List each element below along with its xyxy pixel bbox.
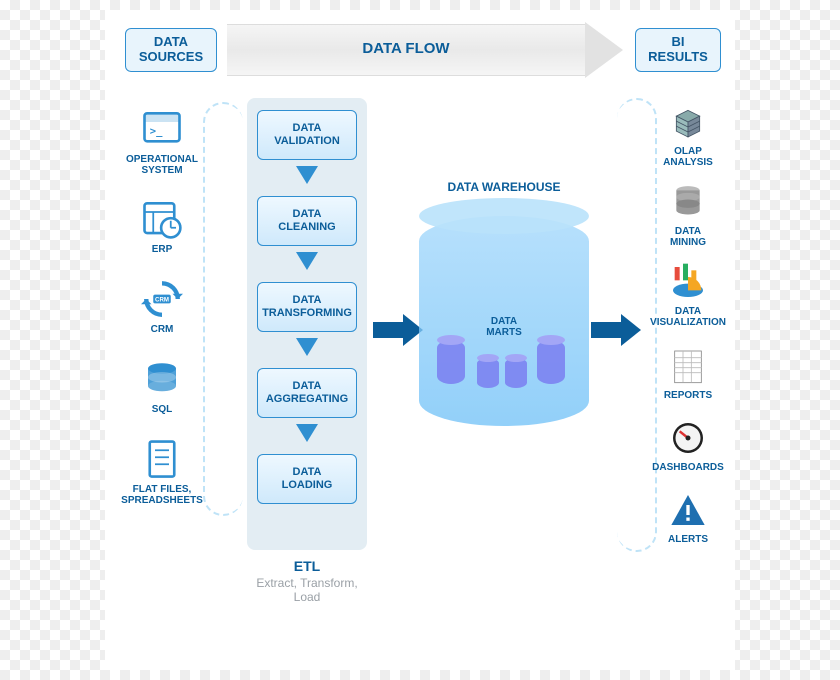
source-item-flatfiles: FLAT FILES, SPREADSHEETS <box>117 438 207 506</box>
flow-arrow-0 <box>373 314 423 346</box>
etl-step-label: DATA CLEANING <box>278 208 335 233</box>
result-label: ALERTS <box>641 534 735 545</box>
source-item-sql: SQL <box>117 358 207 415</box>
viz-icon <box>668 262 708 302</box>
source-label: OPERATIONAL SYSTEM <box>117 154 207 176</box>
crm-icon: CRM <box>141 278 183 320</box>
reports-icon <box>668 346 708 386</box>
data-warehouse: DATA WAREHOUSE DATA MARTS <box>419 198 589 426</box>
sql-icon <box>141 358 183 400</box>
source-item-operational: >_ OPERATIONAL SYSTEM <box>117 108 207 176</box>
result-item-reports: REPORTS <box>641 346 735 401</box>
alerts-icon <box>668 490 708 530</box>
etl-arrow-0 <box>296 166 318 184</box>
warehouse-cylinder-top <box>419 198 589 234</box>
etl-step-3: DATA AGGREGATING <box>257 368 357 418</box>
olap-icon <box>668 102 708 142</box>
result-label: DATA VISUALIZATION <box>641 306 735 328</box>
result-label: DASHBOARDS <box>641 462 735 473</box>
data-marts-label: DATA MARTS <box>474 316 534 338</box>
etl-step-label: DATA VALIDATION <box>274 122 340 147</box>
source-label: SQL <box>117 404 207 415</box>
etl-subtitle: Extract, Transform, Load <box>237 576 377 604</box>
source-label: FLAT FILES, SPREADSHEETS <box>117 484 207 506</box>
source-label: ERP <box>117 244 207 255</box>
source-label: CRM <box>117 324 207 335</box>
data-mart-0 <box>437 340 465 384</box>
diagram-canvas: DATA SOURCES DATA FLOW BI RESULTS >_ OPER… <box>105 10 735 670</box>
svg-text:>_: >_ <box>150 125 163 137</box>
result-label: REPORTS <box>641 390 735 401</box>
header-data-sources-label: DATA SOURCES <box>139 35 203 65</box>
erp-icon <box>141 198 183 240</box>
data-mart-2 <box>505 358 527 388</box>
result-label: OLAP ANALYSIS <box>641 146 735 168</box>
etl-step-label: DATA TRANSFORMING <box>262 294 352 319</box>
header-bi-results: BI RESULTS <box>635 28 721 72</box>
data-flow-label: DATA FLOW <box>227 40 585 57</box>
operational-icon: >_ <box>141 108 183 150</box>
etl-step-label: DATA LOADING <box>282 466 333 491</box>
data-mart-1 <box>477 358 499 388</box>
etl-arrow-2 <box>296 338 318 356</box>
result-item-alerts: ALERTS <box>641 490 735 545</box>
svg-text:CRM: CRM <box>155 297 169 304</box>
etl-step-0: DATA VALIDATION <box>257 110 357 160</box>
source-item-erp: ERP <box>117 198 207 255</box>
flatfiles-icon <box>141 438 183 480</box>
result-item-dash: DASHBOARDS <box>641 418 735 473</box>
dash-icon <box>668 418 708 458</box>
etl-arrow-1 <box>296 252 318 270</box>
etl-step-label: DATA AGGREGATING <box>266 380 348 405</box>
result-item-olap: OLAP ANALYSIS <box>641 102 735 168</box>
data-mart-3 <box>537 340 565 384</box>
result-item-viz: DATA VISUALIZATION <box>641 262 735 328</box>
etl-step-4: DATA LOADING <box>257 454 357 504</box>
etl-arrow-3 <box>296 424 318 442</box>
result-label: DATA MINING <box>641 226 735 248</box>
header-bi-results-label: BI RESULTS <box>648 35 708 65</box>
etl-step-1: DATA CLEANING <box>257 196 357 246</box>
mining-icon <box>668 182 708 222</box>
etl-step-2: DATA TRANSFORMING <box>257 282 357 332</box>
header-data-sources: DATA SOURCES <box>125 28 217 72</box>
source-item-crm: CRM CRM <box>117 278 207 335</box>
sources-brace <box>203 102 243 516</box>
result-item-mining: DATA MINING <box>641 182 735 248</box>
warehouse-label: DATA WAREHOUSE <box>419 180 589 194</box>
etl-title: ETL <box>247 558 367 574</box>
data-flow-arrow-head <box>585 22 623 78</box>
